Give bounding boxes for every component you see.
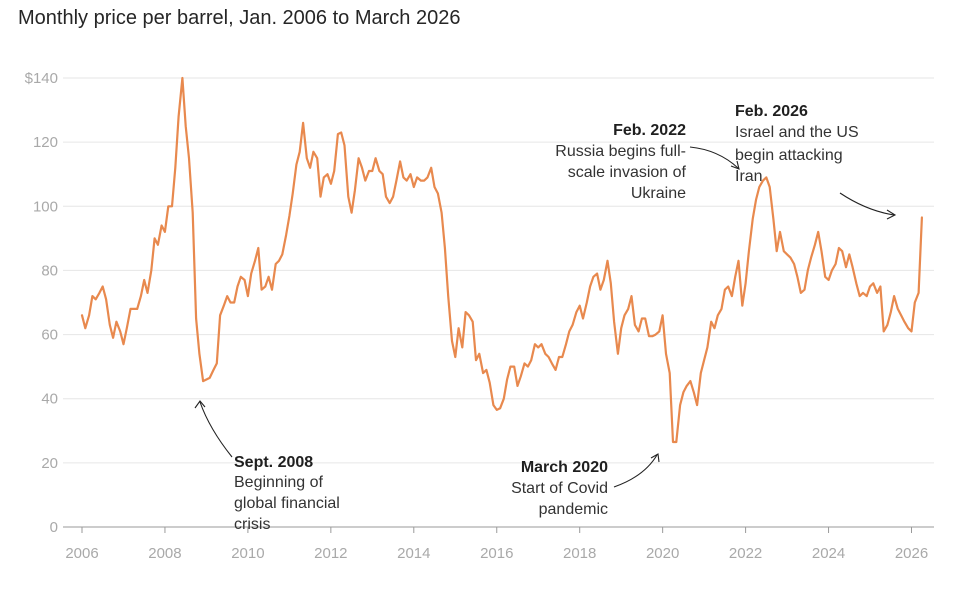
y-tick-label-100: 100: [33, 198, 58, 215]
y-tick-label-80: 80: [41, 262, 58, 279]
annotation-line-feb-2022-2: scale invasion of: [568, 164, 687, 181]
annotation-line-feb-2022-1: Russia begins full-: [555, 143, 686, 160]
annotation-line-feb-2026-1: Israel and the US: [735, 124, 859, 141]
y-tick-labels: $140 120 100 80 60 40 20 0: [25, 70, 58, 536]
y-tick-label-0: 0: [50, 519, 58, 536]
y-tick-label-40: 40: [41, 391, 58, 408]
annotation-line-sept-2008-2: global financial: [234, 495, 340, 512]
x-tick-label-2012: 2012: [314, 545, 347, 562]
x-tick-label-2020: 2020: [646, 545, 679, 562]
y-tick-label-120: 120: [33, 134, 58, 151]
annotation-arrow-march-2020: [614, 455, 657, 487]
annotation-line-feb-2022-3: Ukraine: [631, 185, 686, 202]
x-tick-label-2006: 2006: [65, 545, 98, 562]
annotation-arrow-sept-2008: [200, 402, 232, 457]
annotation-feb-2022: Feb. 2022 Russia begins full- scale inva…: [555, 122, 739, 202]
annotation-line-sept-2008-1: Beginning of: [234, 474, 324, 491]
x-tick-label-2022: 2022: [729, 545, 762, 562]
annotation-arrow-feb-2026: [840, 193, 894, 215]
annotation-sept-2008: Sept. 2008 Beginning of global financial…: [195, 401, 340, 533]
x-tick-label-2024: 2024: [812, 545, 845, 562]
annotation-line-sept-2008-3: crisis: [234, 516, 270, 533]
annotation-title-march-2020: March 2020: [521, 459, 608, 476]
x-axis: [63, 527, 934, 533]
x-tick-label-2026: 2026: [895, 545, 928, 562]
annotation-title-feb-2026: Feb. 2026: [735, 103, 808, 120]
annotation-march-2020: March 2020 Start of Covid pandemic: [511, 454, 659, 518]
annotation-line-feb-2026-2: begin attacking: [735, 147, 843, 164]
annotation-title-sept-2008: Sept. 2008: [234, 454, 313, 471]
y-tick-label-60: 60: [41, 327, 58, 344]
y-tick-label-20: 20: [41, 455, 58, 472]
annotation-line-march-2020-2: pandemic: [539, 501, 608, 518]
x-tick-label-2010: 2010: [231, 545, 264, 562]
annotation-title-feb-2022: Feb. 2022: [613, 122, 686, 139]
annotation-line-feb-2026-3: Iran: [735, 168, 763, 185]
annotation-arrow-feb-2022: [690, 147, 738, 168]
x-tick-label-2008: 2008: [148, 545, 181, 562]
x-tick-labels: 2006 2008 2010 2012 2014 2016 2018 2020 2022 2024…: [65, 545, 928, 562]
line-chart: $140 120 100 80 60 40 20 0 2006 2008 2010 2012 2014…: [0, 0, 960, 600]
x-tick-label-2016: 2016: [480, 545, 513, 562]
annotation-line-march-2020-1: Start of Covid: [511, 480, 608, 497]
y-tick-label-140: $140: [25, 70, 58, 87]
x-tick-label-2018: 2018: [563, 545, 596, 562]
annotation-feb-2026: Feb. 2026 Israel and the US begin attack…: [735, 103, 895, 219]
x-tick-label-2014: 2014: [397, 545, 430, 562]
